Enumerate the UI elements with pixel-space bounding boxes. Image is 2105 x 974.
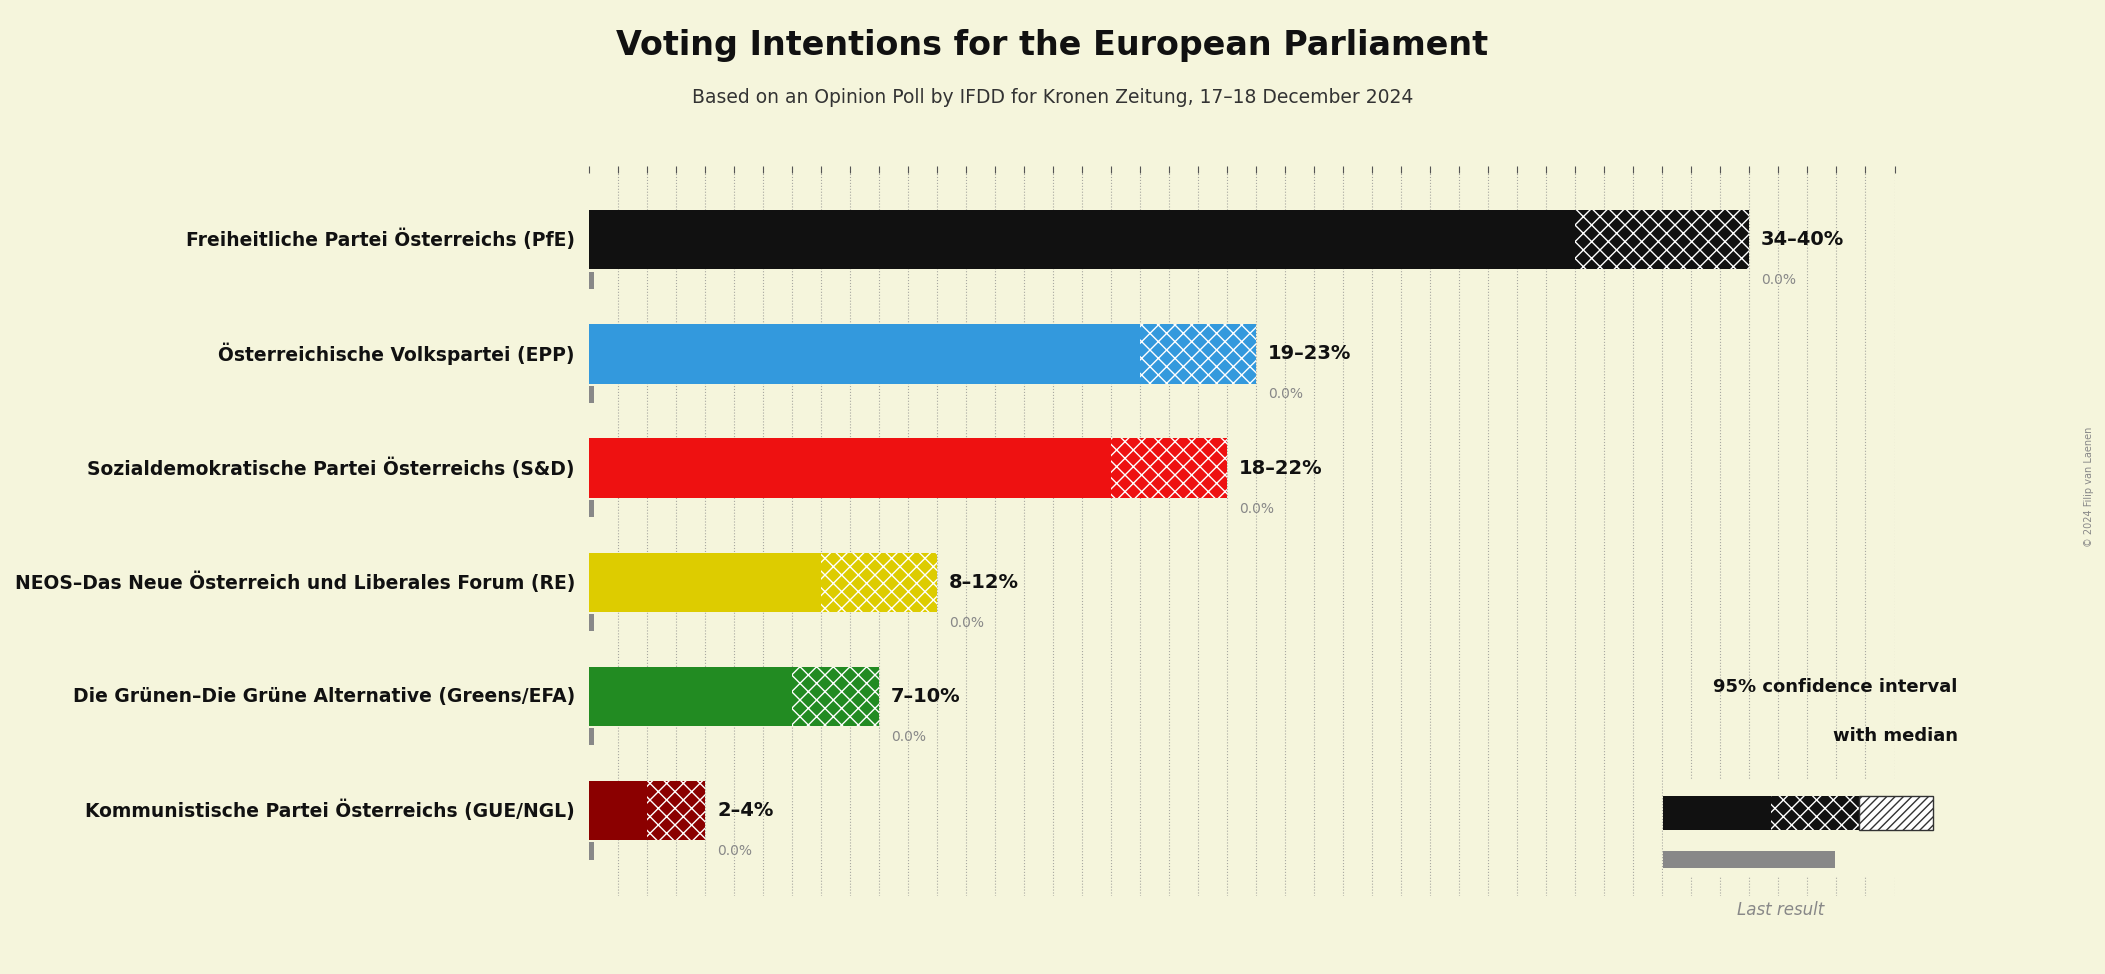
Text: 34–40%: 34–40%	[1762, 230, 1844, 249]
Text: Based on an Opinion Poll by IFDD for Kronen Zeitung, 17–18 December 2024: Based on an Opinion Poll by IFDD for Kro…	[693, 88, 1412, 107]
Text: 2–4%: 2–4%	[718, 801, 773, 820]
Text: 18–22%: 18–22%	[1240, 459, 1322, 477]
Text: Die Grünen–Die Grüne Alternative (Greens/EFA): Die Grünen–Die Grüne Alternative (Greens…	[74, 687, 575, 706]
Bar	[1663, 851, 1836, 868]
Text: Sozialdemokratische Partei Österreichs (S&D): Sozialdemokratische Partei Österreichs (…	[88, 458, 575, 479]
Bar	[1141, 324, 1257, 384]
Text: 7–10%: 7–10%	[890, 687, 960, 706]
Bar	[1663, 797, 1770, 830]
Text: © 2024 Filip van Laenen: © 2024 Filip van Laenen	[2084, 427, 2094, 547]
Text: 8–12%: 8–12%	[949, 573, 1019, 591]
Text: Voting Intentions for the European Parliament: Voting Intentions for the European Parli…	[617, 29, 1488, 62]
Bar	[1111, 438, 1227, 498]
Text: NEOS–Das Neue Österreich und Liberales Forum (RE): NEOS–Das Neue Österreich und Liberales F…	[15, 572, 575, 593]
Text: 0.0%: 0.0%	[949, 616, 983, 630]
Bar	[791, 666, 880, 726]
Text: Österreichische Volkspartei (EPP): Österreichische Volkspartei (EPP)	[219, 343, 575, 365]
Text: 0.0%: 0.0%	[1267, 388, 1303, 401]
Bar	[589, 843, 594, 859]
Bar	[1770, 797, 1859, 830]
Bar	[589, 272, 594, 289]
Text: 95% confidence interval: 95% confidence interval	[1713, 679, 1958, 696]
Text: with median: with median	[1833, 728, 1958, 745]
Text: Freiheitliche Partei Österreichs (PfE): Freiheitliche Partei Österreichs (PfE)	[185, 229, 575, 250]
Bar	[589, 210, 1575, 270]
Bar	[589, 552, 821, 612]
Bar	[589, 666, 791, 726]
Bar	[589, 781, 648, 841]
Bar	[589, 438, 1111, 498]
Text: 0.0%: 0.0%	[718, 844, 751, 858]
Bar	[589, 729, 594, 745]
Bar	[821, 552, 937, 612]
Text: 0.0%: 0.0%	[890, 730, 926, 744]
Text: 0.0%: 0.0%	[1240, 502, 1274, 515]
Text: Last result: Last result	[1737, 901, 1825, 918]
Bar	[1575, 210, 1749, 270]
Text: 0.0%: 0.0%	[1762, 274, 1796, 287]
Text: 19–23%: 19–23%	[1267, 345, 1351, 363]
Bar	[589, 500, 594, 517]
Bar	[648, 781, 705, 841]
Bar	[589, 324, 1141, 384]
Bar	[1859, 797, 1932, 830]
Bar	[589, 386, 594, 403]
Bar	[589, 615, 594, 631]
Text: Kommunistische Partei Österreichs (GUE/NGL): Kommunistische Partei Österreichs (GUE/N…	[84, 800, 575, 821]
